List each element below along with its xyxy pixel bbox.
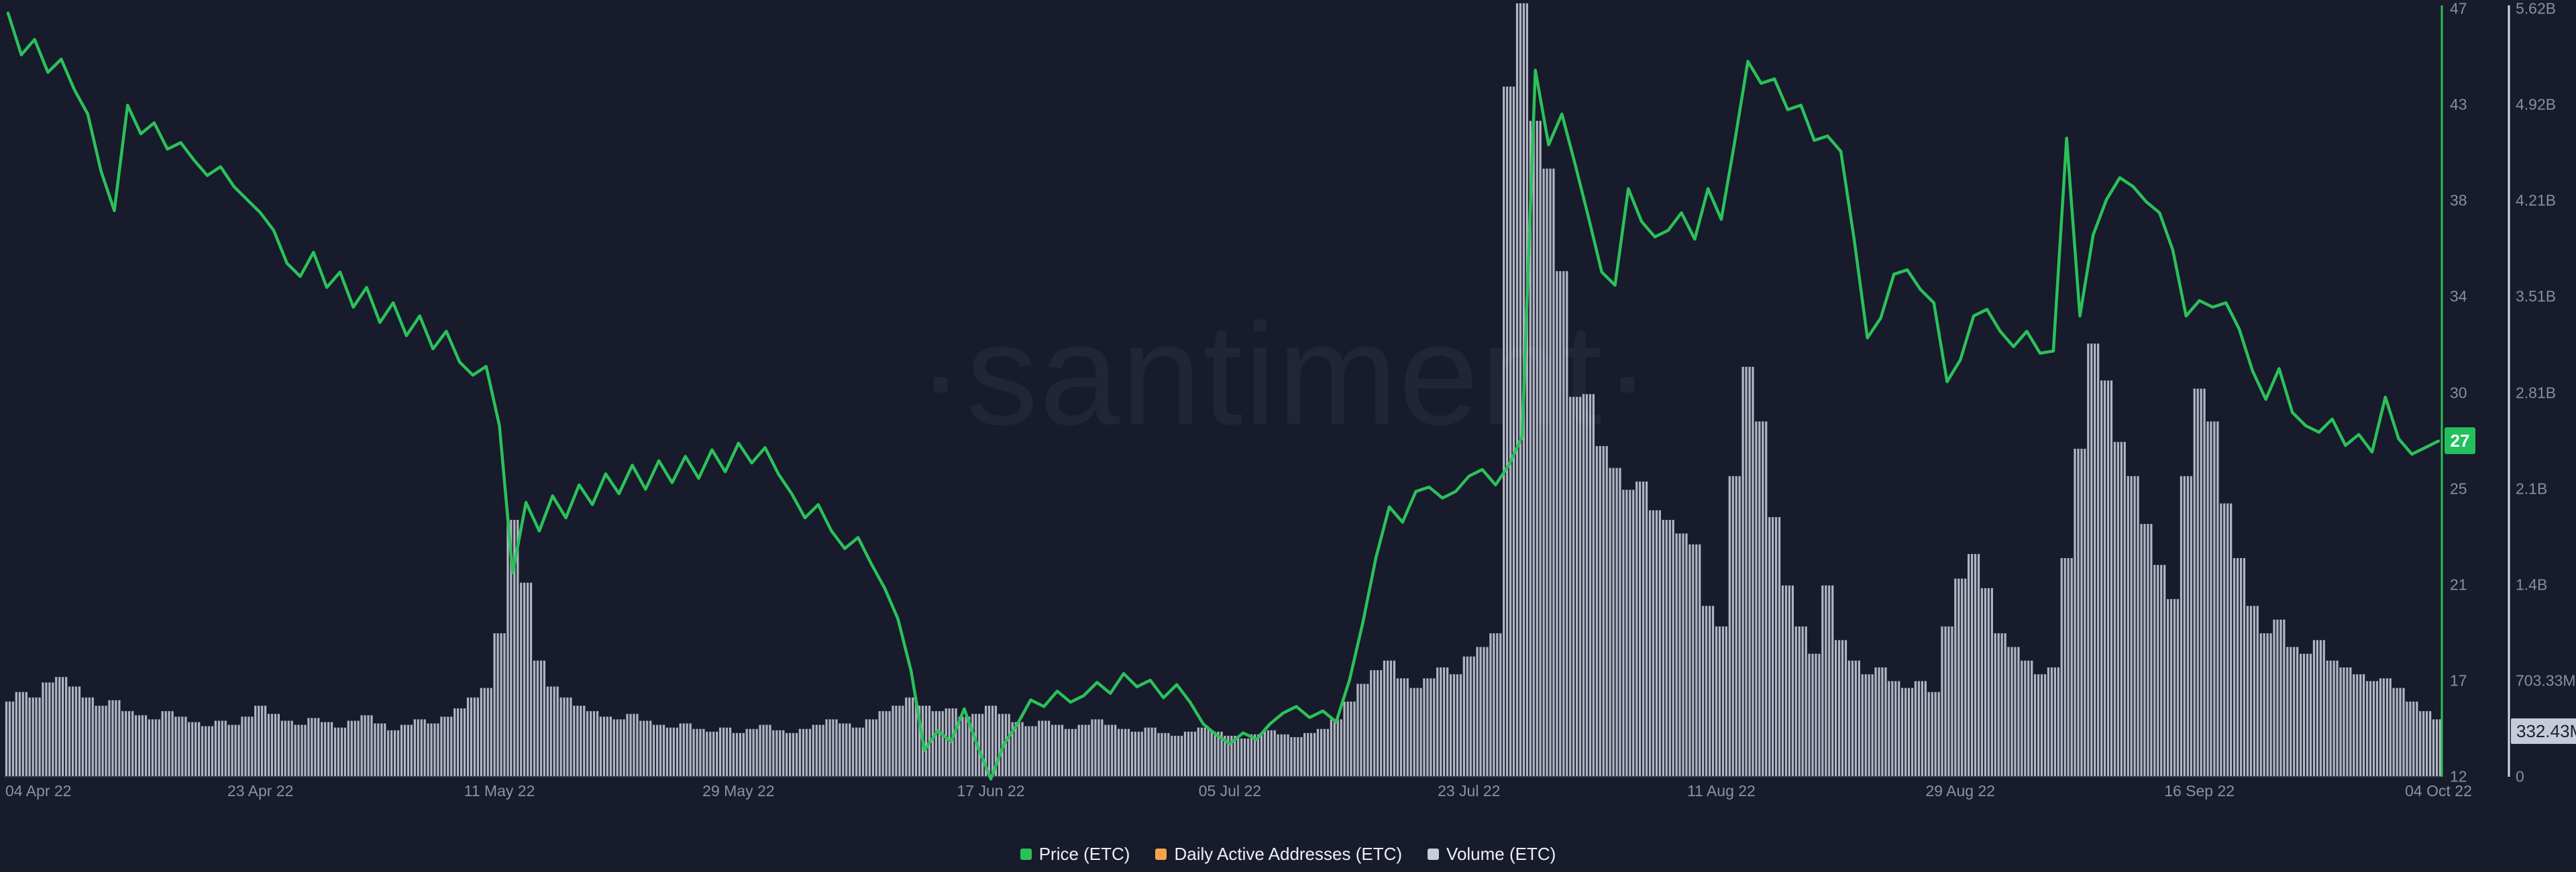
legend-item-volume[interactable]: Volume (ETC) [1428, 844, 1556, 865]
price-tick: 30 [2450, 384, 2467, 401]
price-tick: 25 [2450, 480, 2467, 498]
price-tick: 12 [2450, 767, 2467, 785]
santiment-watermark: ·santiment· [916, 293, 1653, 455]
price-series-swatch-icon [1020, 849, 1032, 860]
volume-series-swatch-icon [1428, 849, 1440, 860]
x-axis-label: 17 Jun 22 [957, 782, 1025, 800]
price-tick: 21 [2450, 576, 2467, 594]
legend-label: Price (ETC) [1038, 844, 1130, 864]
price-tick: 34 [2450, 287, 2467, 305]
x-axis-label: 11 Aug 22 [1686, 782, 1756, 800]
x-axis-label: 16 Sep 22 [2164, 782, 2235, 800]
last-price-badge: 27 [2445, 427, 2475, 455]
legend-item-price[interactable]: Price (ETC) [1020, 844, 1130, 865]
volume-tick: 4.21B [2516, 191, 2557, 209]
price-tick: 38 [2450, 191, 2467, 209]
volume-tick: 4.92B [2516, 95, 2557, 113]
volume-tick: 1.4B [2516, 576, 2548, 594]
volume-tick: 2.1B [2516, 480, 2548, 498]
x-axis-label: 05 Jul 22 [1198, 782, 1262, 800]
last-volume-badge: 332.43M [2511, 718, 2576, 745]
volume-tick: 703.33M [2516, 671, 2576, 690]
price-tick: 47 [2450, 0, 2467, 17]
price-tick: 43 [2450, 95, 2467, 113]
volume-tick: 3.51B [2516, 287, 2557, 305]
volume-bars [5, 3, 2442, 777]
legend-item-daily-active-addresses[interactable]: Daily Active Addresses (ETC) [1155, 844, 1402, 865]
x-axis-label: 29 Aug 22 [1925, 782, 1996, 800]
price-line [6, 11, 2440, 781]
legend-label: Volume (ETC) [1446, 844, 1556, 864]
x-axis-label: 11 May 22 [464, 782, 535, 800]
x-axis-label: 23 Jul 22 [1438, 782, 1501, 800]
x-axis-label: 04 Apr 22 [5, 782, 72, 800]
legend: Price (ETC) Daily Active Addresses (ETC)… [0, 844, 2576, 865]
volume-tick: 2.81B [2516, 384, 2557, 401]
x-axis-label: 04 Oct 22 [2405, 782, 2472, 800]
price-tick: 17 [2450, 671, 2467, 690]
x-axis-label: 23 Apr 22 [227, 782, 294, 800]
volume-tick: 5.62B [2516, 0, 2557, 17]
legend-label: Daily Active Addresses (ETC) [1174, 844, 1403, 864]
volume-tick: 0 [2516, 767, 2524, 785]
x-axis-label: 29 May 22 [702, 782, 775, 800]
daa-series-swatch-icon [1155, 849, 1167, 860]
